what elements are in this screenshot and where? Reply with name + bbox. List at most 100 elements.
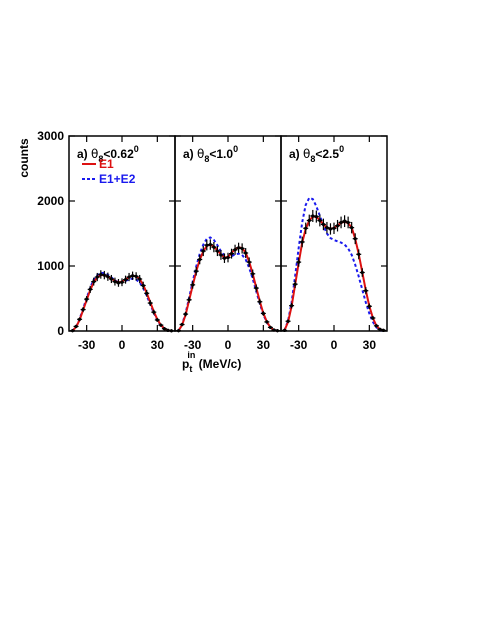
- data-marker: [307, 218, 311, 223]
- data-point: [137, 274, 143, 284]
- data-marker: [346, 220, 350, 225]
- data-point: [303, 222, 309, 234]
- data-point: [123, 275, 129, 284]
- data-marker: [261, 311, 265, 316]
- data-marker: [293, 282, 297, 286]
- x-tick-label: -30: [184, 338, 202, 352]
- data-point: [77, 317, 83, 322]
- data-point: [267, 325, 273, 330]
- data-marker: [201, 249, 205, 253]
- y-axis-title: counts: [17, 138, 31, 178]
- data-point: [370, 315, 376, 321]
- data-point: [183, 311, 189, 317]
- data-marker: [85, 297, 89, 301]
- data-point: [260, 311, 266, 316]
- data-marker: [335, 224, 340, 228]
- data-point: [151, 309, 157, 315]
- data-marker: [378, 327, 382, 331]
- data-point: [105, 272, 111, 281]
- data-point: [176, 329, 182, 333]
- data-point: [342, 215, 348, 228]
- data-point: [373, 324, 379, 328]
- data-marker: [275, 329, 280, 333]
- data-point: [356, 249, 362, 260]
- data-point: [186, 296, 192, 303]
- data-marker: [272, 328, 276, 332]
- data-marker: [268, 325, 272, 330]
- data-point: [327, 223, 333, 235]
- data-marker: [374, 324, 378, 328]
- data-point: [130, 271, 136, 280]
- data-marker: [106, 275, 110, 279]
- data-marker: [127, 275, 131, 279]
- data-point: [380, 328, 386, 332]
- data-point: [197, 254, 203, 265]
- data-marker: [343, 219, 347, 223]
- data-point: [91, 277, 97, 286]
- data-point: [239, 243, 245, 254]
- data-marker: [339, 220, 343, 225]
- data-point: [271, 328, 277, 332]
- data-marker: [74, 324, 78, 329]
- data-marker: [321, 222, 325, 226]
- data-marker: [290, 304, 294, 308]
- data-marker: [180, 322, 184, 327]
- data-marker: [123, 278, 128, 282]
- data-point: [289, 302, 295, 309]
- data-marker: [134, 274, 138, 278]
- data-marker: [350, 226, 354, 230]
- data-layer: [70, 196, 386, 333]
- data-point: [243, 248, 249, 258]
- data-marker: [226, 255, 230, 260]
- panel-2-frame: [174, 135, 282, 332]
- data-marker: [254, 286, 258, 290]
- y-tick-label: 2000: [37, 194, 64, 208]
- data-marker: [131, 274, 135, 278]
- data-point: [119, 278, 125, 287]
- data-marker: [138, 277, 142, 281]
- data-point: [324, 221, 330, 234]
- data-point: [236, 242, 242, 253]
- data-marker: [191, 283, 195, 287]
- data-marker: [229, 252, 234, 256]
- data-point: [377, 327, 383, 331]
- data-marker: [353, 237, 357, 241]
- data-point: [144, 289, 150, 297]
- data-marker: [360, 270, 364, 275]
- data-point: [204, 240, 210, 251]
- data-marker: [328, 227, 333, 231]
- data-marker: [244, 251, 248, 255]
- data-point: [211, 242, 217, 253]
- data-point: [154, 318, 160, 322]
- x-tick-label: 30: [257, 338, 271, 352]
- data-marker: [92, 280, 96, 284]
- data-marker: [258, 300, 262, 304]
- data-marker: [95, 275, 99, 279]
- data-marker: [325, 226, 329, 230]
- data-point: [359, 268, 365, 277]
- data-point: [366, 303, 372, 310]
- data-point: [299, 236, 305, 248]
- data-point: [296, 257, 302, 267]
- data-point: [221, 253, 227, 263]
- legend-e1-label: E1: [99, 157, 114, 171]
- data-point: [140, 281, 146, 290]
- y-tick-label: 3000: [37, 129, 64, 143]
- data-point: [274, 329, 280, 333]
- data-point: [126, 272, 132, 282]
- data-marker: [194, 269, 198, 273]
- data-point: [179, 322, 185, 327]
- data-marker: [162, 327, 166, 331]
- data-point: [108, 274, 114, 284]
- data-marker: [81, 307, 85, 312]
- data-marker: [286, 319, 290, 323]
- data-point: [282, 328, 288, 332]
- data-point: [317, 214, 323, 227]
- data-marker: [240, 246, 244, 251]
- axes-layer: [68, 135, 388, 332]
- data-marker: [265, 320, 269, 324]
- data-point: [87, 285, 93, 294]
- y-tick-label: 1000: [37, 259, 64, 273]
- data-point: [207, 239, 213, 250]
